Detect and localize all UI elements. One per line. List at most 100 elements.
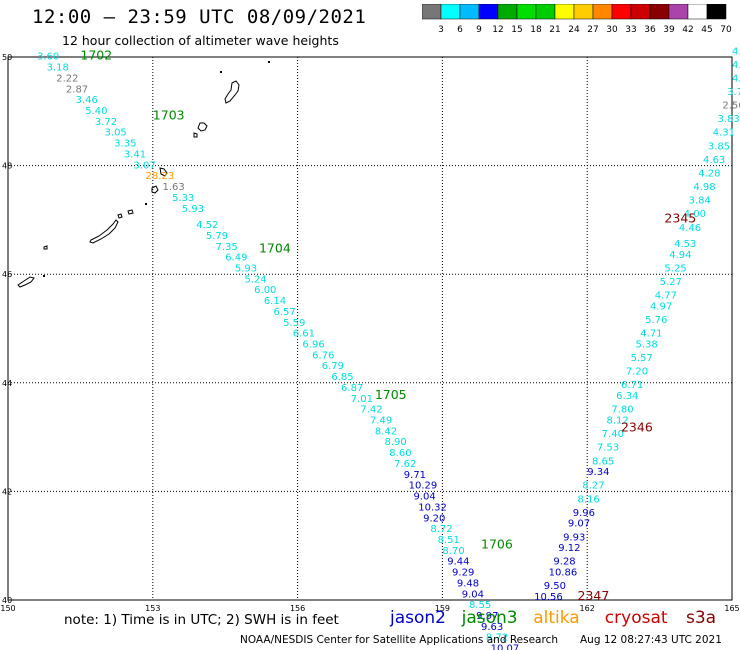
- x-tick-label: 159: [435, 604, 450, 613]
- time-label: 2346: [621, 420, 653, 435]
- wave-height-point: 10.86: [549, 568, 578, 579]
- wave-height-point: 10.07: [491, 644, 520, 650]
- grid-layer: [7, 56, 733, 601]
- wave-height-point: 6.00: [254, 285, 276, 296]
- wave-height-point: 4.00: [684, 209, 706, 220]
- coastline: [127, 209, 134, 215]
- units-note: note: 1) Time is in UTC; 2) SWH is in fe…: [64, 612, 339, 628]
- time-label: 1703: [153, 107, 185, 122]
- colorbar-label: 45: [701, 25, 712, 35]
- x-tick-label: 165: [724, 604, 739, 613]
- colorbar-swatch: [706, 4, 727, 20]
- colorbar-label: 24: [568, 25, 580, 35]
- wave-height-point: 6.76: [312, 350, 334, 361]
- wave-height-point: 10.56: [534, 592, 563, 603]
- wave-height-point: 9.93: [563, 532, 585, 543]
- chart-subtitle: 12 hour collection of altimeter wave hei…: [62, 33, 339, 48]
- time-label: 1705: [375, 387, 407, 402]
- wave-height-point: 4.28: [698, 168, 720, 179]
- y-tick-label: 46: [2, 270, 12, 279]
- wave-height-point: 7.35: [216, 242, 238, 253]
- wave-height-point: 8.42: [375, 426, 397, 437]
- coastline: [224, 80, 240, 104]
- wave-height-point: 9.29: [452, 568, 474, 579]
- wave-height-point: 6.49: [225, 253, 247, 264]
- colorbar-label: 9: [476, 25, 482, 35]
- wave-height-point: 5.25: [664, 263, 686, 274]
- colorbar-label: 30: [606, 25, 618, 35]
- wave-height-point: 5.27: [660, 277, 682, 288]
- x-tick-label: 153: [145, 604, 160, 613]
- y-tick-label: 42: [2, 487, 12, 496]
- wave-height-point: 7.40: [602, 429, 624, 440]
- colorbar-label: 27: [587, 25, 598, 35]
- wave-height-point: 6.61: [293, 329, 315, 340]
- wave-height-point: 4.31: [713, 128, 735, 139]
- satellite-legend-cryosat: cryosat: [604, 608, 668, 628]
- wave-height-point: 3.83: [718, 114, 740, 125]
- time-labels: 1702 1703 1704 1705 1706 2345 2346 2347: [80, 48, 696, 603]
- wave-height-point: 5.93: [235, 263, 257, 274]
- wave-height-point: 5.76: [645, 315, 667, 326]
- colorbar-label: 12: [492, 25, 503, 35]
- wave-height-point: 4.85: [732, 73, 740, 84]
- coastline: [43, 245, 48, 250]
- wave-height-point: 6.87: [341, 383, 363, 394]
- satellite-legend-altika: altika: [533, 608, 580, 628]
- wave-height-point: 10.29: [409, 481, 438, 492]
- x-tick-label: 162: [580, 604, 595, 613]
- wave-height-point: 8.72: [486, 633, 508, 644]
- coastline: [220, 71, 222, 73]
- colorbar-label: 6: [457, 25, 463, 35]
- wave-height-point: 8.55: [469, 600, 491, 611]
- time-label: 1706: [481, 536, 513, 551]
- wave-height-point: 6.14: [264, 296, 286, 307]
- wave-height-point: 9.50: [544, 581, 566, 592]
- wave-height-point: 7.80: [611, 405, 633, 416]
- y-tick-label: 50: [2, 53, 12, 62]
- chart-title: 12:00 – 23:59 UTC 08/09/2021: [32, 6, 367, 28]
- wave-height-point: 4.94: [669, 250, 691, 261]
- y-tick-label: 44: [2, 379, 12, 388]
- wave-height-point: 7.62: [394, 459, 416, 470]
- wave-height-point: 8.51: [438, 535, 460, 546]
- wave-height-point: 9.71: [404, 470, 426, 481]
- wave-height-point: 2.56: [722, 101, 740, 112]
- wave-height-point: 7.49: [370, 416, 392, 427]
- wave-height-point: 8.70: [442, 546, 464, 557]
- colorbar-label: 18: [530, 25, 542, 35]
- wave-height-point: 4.63: [703, 155, 725, 166]
- wave-height-point: 4.53: [674, 239, 696, 250]
- coastline-layer: [17, 61, 270, 288]
- wave-height-point: 5.40: [85, 106, 107, 117]
- coastline: [197, 122, 208, 132]
- map-frame: [7, 56, 733, 601]
- wave-height-point: 5.79: [206, 231, 228, 242]
- coastline: [193, 132, 198, 138]
- wave-height-point: 8.90: [384, 437, 406, 448]
- colorbar-label: 36: [644, 25, 656, 35]
- x-tick-label: 156: [290, 604, 305, 613]
- wave-height-point: 9.34: [587, 467, 609, 478]
- time-label: 1702: [80, 48, 112, 63]
- wave-height-point: 6.79: [322, 361, 344, 372]
- wave-height-point: 3.85: [708, 141, 730, 152]
- colorbar-label: 42: [682, 25, 693, 35]
- data-points: 3.603.182.222.873.465.403.723.053.353.41…: [37, 46, 740, 650]
- wave-height-point: 3.46: [76, 95, 98, 106]
- wave-height-point: 8.65: [592, 456, 614, 467]
- satellite-legend-s3a: s3a: [686, 608, 717, 628]
- wave-height-point: 5.57: [631, 353, 653, 364]
- wave-height-point: 6.85: [331, 372, 353, 383]
- x-tick-label: 150: [0, 604, 15, 613]
- y-tick-label: 40: [2, 596, 12, 605]
- wave-height-point: 10.32: [418, 502, 447, 513]
- wave-height-point: 8.12: [607, 416, 629, 427]
- coastline: [17, 276, 35, 288]
- time-label: 1704: [259, 240, 291, 255]
- wave-height-point: 5.33: [172, 193, 194, 204]
- satellite-legend-jason2: jason2: [390, 608, 446, 628]
- colorbar-label: 33: [625, 25, 636, 35]
- wave-height-point: 4.97: [650, 301, 672, 312]
